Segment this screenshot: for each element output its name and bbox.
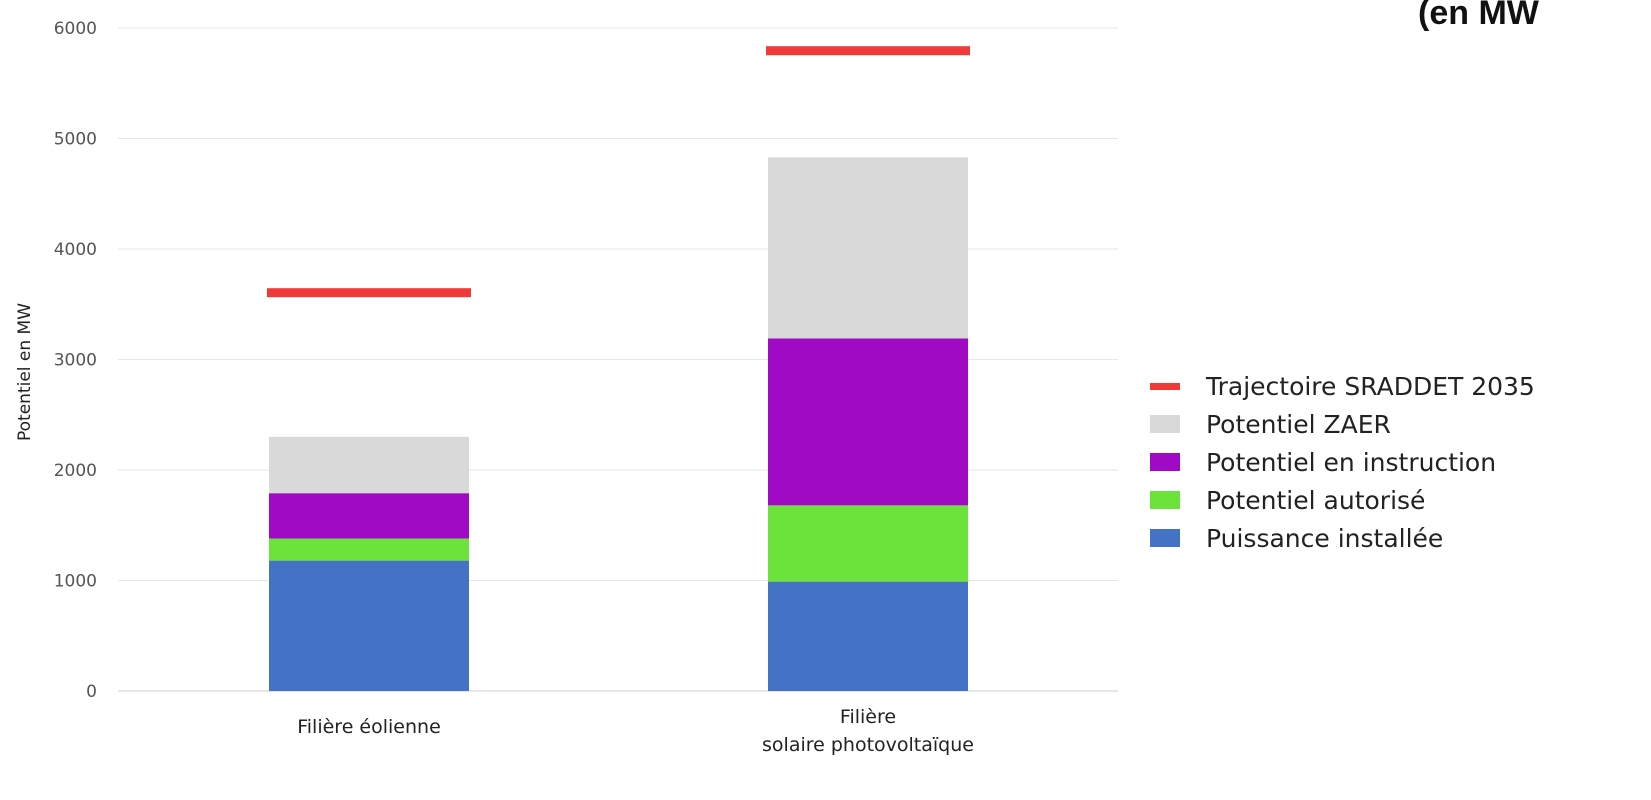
- bar-segment: [768, 581, 968, 691]
- bar-segment: [269, 538, 469, 561]
- bar-segment: [269, 436, 469, 494]
- legend: Trajectoire SRADDET 2035 Potentiel ZAER Po…: [1150, 372, 1535, 553]
- target-marker: [267, 288, 471, 298]
- y-tick-label: 0: [86, 682, 97, 702]
- legend-label: Puissance installée: [1206, 524, 1443, 553]
- bar-segment: [269, 493, 469, 539]
- x-category-label: Filière: [840, 706, 896, 728]
- legend-swatch: [1150, 415, 1180, 433]
- bar-segment: [768, 505, 968, 582]
- y-tick-label: 6000: [54, 19, 97, 39]
- legend-swatch: [1150, 529, 1180, 547]
- legend-label: Potentiel en instruction: [1206, 448, 1496, 477]
- y-axis-ticks: 0 1000 2000 3000 4000 5000 6000: [54, 19, 97, 702]
- legend-label: Potentiel ZAER: [1206, 410, 1391, 439]
- x-category-label: solaire photovoltaïque: [762, 734, 974, 756]
- y-tick-label: 5000: [54, 130, 97, 150]
- legend-label: Potentiel autorisé: [1206, 486, 1425, 515]
- legend-label: Trajectoire SRADDET 2035: [1205, 372, 1535, 401]
- y-tick-label: 4000: [54, 240, 97, 260]
- y-axis-label: Potentiel en MW: [15, 303, 35, 441]
- bar-segment: [269, 560, 469, 691]
- target-markers: [267, 46, 970, 298]
- legend-swatch: [1150, 453, 1180, 471]
- y-tick-label: 3000: [54, 351, 97, 371]
- legend-swatch: [1150, 491, 1180, 509]
- x-category-label: Filière éolienne: [297, 716, 441, 738]
- bar-segment: [768, 157, 968, 339]
- corner-title-fragment: (en MW: [1418, 0, 1540, 32]
- bars: [269, 157, 968, 691]
- y-tick-label: 1000: [54, 572, 97, 592]
- y-tick-label: 2000: [54, 461, 97, 481]
- bar-segment: [768, 338, 968, 506]
- x-axis-categories: Filière éolienne Filière solaire photovolt…: [297, 706, 974, 756]
- target-marker: [766, 46, 970, 56]
- legend-swatch-line: [1150, 383, 1180, 390]
